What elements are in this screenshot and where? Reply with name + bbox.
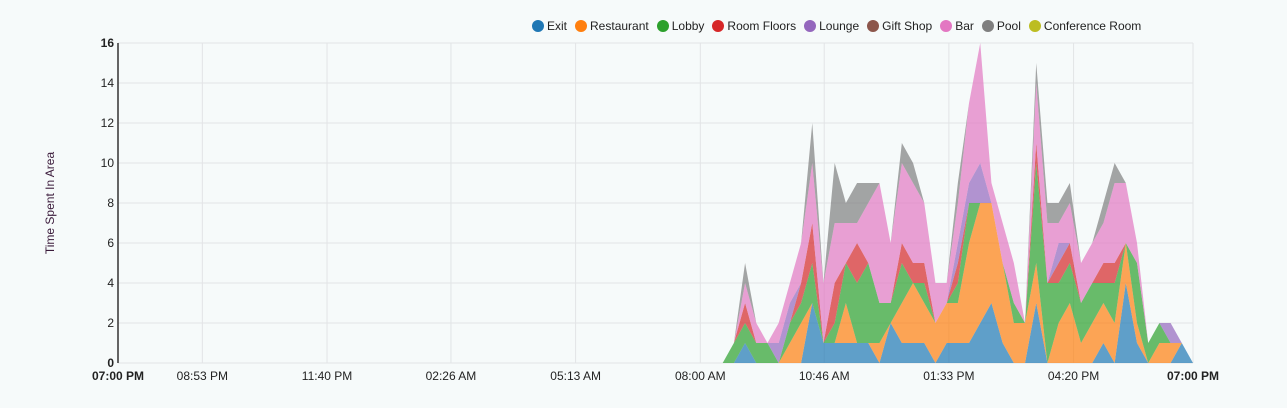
legend-label: Gift Shop <box>882 19 933 33</box>
legend-swatch <box>940 20 953 32</box>
x-tick-label: 07:00 PM <box>1167 369 1219 383</box>
legend-swatch <box>1028 20 1041 32</box>
legend-swatch <box>656 20 669 32</box>
legend-label: Restaurant <box>590 19 649 33</box>
y-tick-label: 4 <box>107 276 114 290</box>
x-tick-label: 04:20 PM <box>1048 369 1099 383</box>
legend-swatch <box>575 20 588 32</box>
legend-item-room-floors[interactable]: Room Floors <box>712 19 796 33</box>
legend-swatch <box>712 20 725 32</box>
y-tick-label: 8 <box>107 196 114 210</box>
y-tick-label: 6 <box>107 236 114 250</box>
legend-item-exit[interactable]: Exit <box>532 19 567 33</box>
legend-label: Pool <box>996 19 1021 33</box>
y-tick-label: 2 <box>107 316 114 330</box>
x-tick-label: 11:40 PM <box>302 369 352 383</box>
x-tick-label: 07:00 PM <box>92 369 144 383</box>
legend-item-lobby[interactable]: Lobby <box>656 19 705 33</box>
legend-label: Conference Room <box>1043 19 1142 33</box>
legend-label: Bar <box>955 19 974 33</box>
area-pool <box>722 43 1193 363</box>
x-tick-label: 02:26 AM <box>426 369 477 383</box>
y-axis-label: Time Spent In Area <box>43 151 57 255</box>
legend-swatch <box>981 20 994 32</box>
y-tick-label: 12 <box>101 116 115 130</box>
legend-label: Lounge <box>819 19 860 33</box>
area-lobby <box>722 163 1193 363</box>
legend-item-conference-room[interactable]: Conference Room <box>1028 19 1142 33</box>
x-tick-label: 01:33 PM <box>923 369 974 383</box>
legend-item-lounge[interactable]: Lounge <box>804 19 859 33</box>
legend-label: Lobby <box>671 19 705 33</box>
x-tick-label: 10:46 AM <box>799 369 850 383</box>
y-tick-label: 10 <box>101 156 115 170</box>
legend-label: Room Floors <box>727 19 797 33</box>
x-tick-label: 08:53 PM <box>177 369 228 383</box>
legend-item-restaurant[interactable]: Restaurant <box>575 19 649 33</box>
legend-swatch <box>532 20 544 32</box>
legend-item-gift-shop[interactable]: Gift Shop <box>867 19 932 33</box>
legend-swatch <box>867 20 880 32</box>
legend-swatch <box>804 20 817 32</box>
y-tick-label: 14 <box>101 76 115 90</box>
legend-item-pool[interactable]: Pool <box>981 19 1021 33</box>
legend: Exit Restaurant Lobby Room Floors Lounge Gift… <box>532 19 1149 33</box>
y-tick-label: 0 <box>107 356 114 370</box>
x-tick-label: 08:00 AM <box>675 369 726 383</box>
y-tick-label: 16 <box>101 36 115 50</box>
legend-label: Exit <box>547 19 568 33</box>
x-tick-label: 05:13 AM <box>550 369 601 383</box>
area-lounge <box>722 143 1193 363</box>
legend-item-bar[interactable]: Bar <box>940 19 974 33</box>
